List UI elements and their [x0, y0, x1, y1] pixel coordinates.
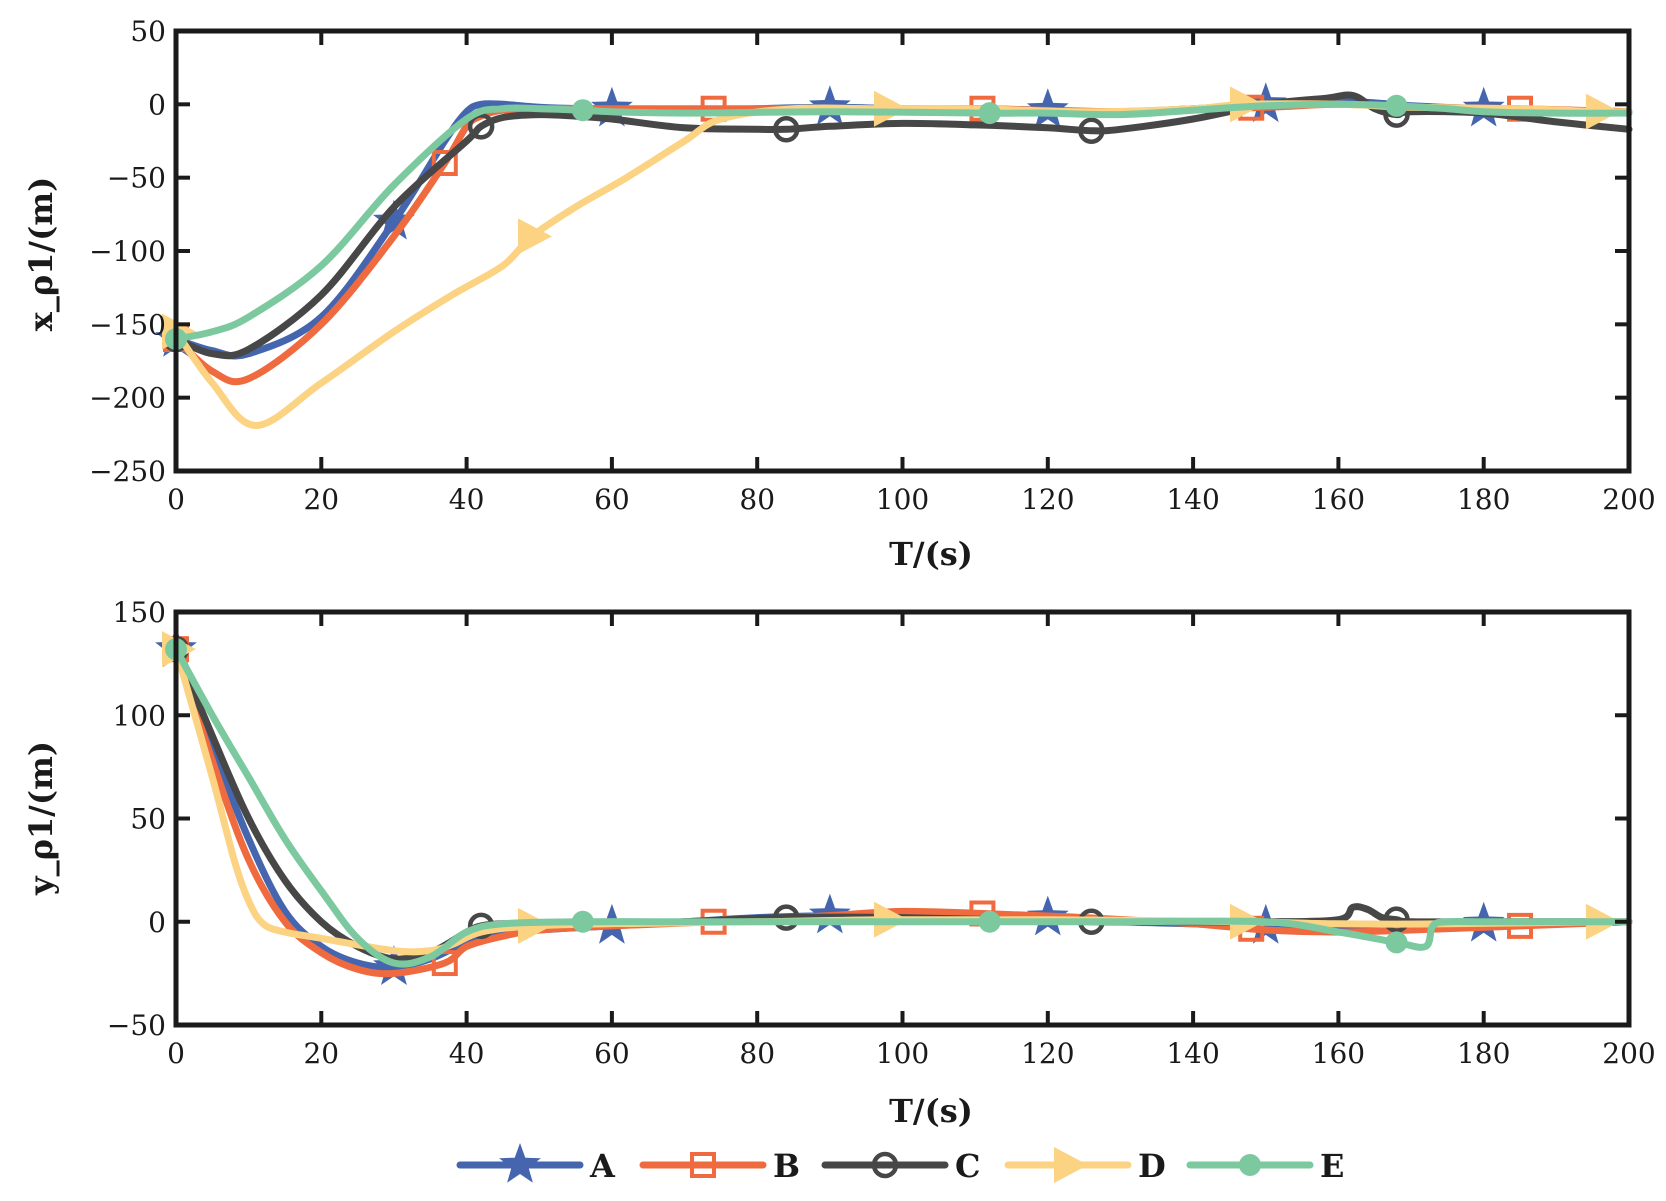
plot-y-ylabel: y_ρ1/(m) [22, 741, 60, 896]
plot-x-marker-e-2 [978, 102, 1001, 125]
legend-entry-b: B [639, 1147, 800, 1185]
plot-x-xtick-label-0: 0 [167, 483, 185, 516]
plot-x-ytick-label-3: −100 [89, 235, 166, 268]
plot-x-xtick-label-8: 160 [1312, 483, 1365, 516]
plot-x-ytick-label-1: 0 [148, 88, 166, 121]
plot-y-series-layer [155, 627, 1633, 985]
legend-label-e: E [1320, 1147, 1344, 1185]
legend-marker-d [1054, 1147, 1088, 1183]
plot-y-xtick-label-0: 0 [167, 1037, 185, 1070]
plot-x-ylabel: x_ρ1/(m) [22, 177, 60, 331]
plot-y-xlabel: T/(s) [889, 1092, 973, 1130]
plot-x-marker-d-1 [517, 218, 552, 255]
plot-y-xtick-label-10: 200 [1602, 1037, 1655, 1070]
plot-y-marker-e-1 [571, 910, 594, 933]
plot-y-xtick-label-5: 100 [876, 1037, 929, 1070]
legend-marker-e [1239, 1154, 1261, 1176]
plot-y-xtick-label-8: 160 [1312, 1037, 1365, 1070]
plot-y-ytick-label-4: −50 [107, 1009, 166, 1042]
plot-y-line-e [172, 645, 1633, 968]
plot-x-rho1: 0 20 40 60 80 100 120 140 160 180 200 50 0 −50 −100 −15… [22, 15, 1656, 573]
plot-x-ytick-label-5: −200 [89, 382, 166, 415]
plot-x-xtick-label-1: 20 [303, 483, 339, 516]
plot-x-series-c [162, 91, 1633, 360]
legend-entry-a: A [456, 1143, 616, 1185]
legend-marker-a [499, 1143, 541, 1183]
plot-x-frame [173, 28, 1632, 474]
plot-x-series-e [165, 94, 1633, 350]
plot-x-series-layer [155, 82, 1633, 429]
plot-x-marker-a-1 [373, 199, 415, 240]
legend-entry-c: C [821, 1147, 980, 1185]
plot-y-ytick-label-0: 150 [113, 596, 166, 629]
legend: A B C D E [456, 1143, 1344, 1185]
plot-y-xtick-label-1: 20 [303, 1037, 339, 1070]
plot-x-xtick-label-2: 40 [449, 483, 485, 516]
plot-y-xtick-label-9: 180 [1457, 1037, 1510, 1070]
plot-y-xtick-label-6: 120 [1021, 1037, 1074, 1070]
plot-x-xtick-label-4: 80 [739, 483, 775, 516]
plot-y-rho1: 0 20 40 60 80 100 120 140 160 180 200150100500−50 … [22, 596, 1656, 1130]
plot-y-xtick-label-2: 40 [449, 1037, 485, 1070]
legend-marker-b [690, 1152, 716, 1178]
legend-marker-c [871, 1151, 899, 1179]
plot-x-ytick-label-4: −150 [89, 308, 166, 341]
plot-y-line-d [172, 645, 1633, 956]
plot-x-line-d [172, 100, 1633, 429]
plot-x-marker-c-2 [773, 116, 800, 143]
legend-entry-e: E [1186, 1147, 1344, 1185]
plot-y-ytick-label-1: 100 [113, 699, 166, 732]
plot-y-series-d [162, 631, 1633, 956]
plot-y-marker-e-3 [1385, 931, 1408, 954]
legend-label-a: A [589, 1147, 616, 1185]
plot-x-marker-b-1 [431, 150, 458, 176]
plot-x-marker-e-3 [1385, 94, 1408, 117]
plot-x-ytick-label-2: −50 [107, 162, 166, 195]
plot-x-xtick-label-5: 100 [876, 483, 929, 516]
plot-x-xtick-label-6: 120 [1021, 483, 1074, 516]
plot-x-xtick-label-10: 200 [1602, 483, 1655, 516]
legend-label-c: C [955, 1147, 980, 1185]
plot-y-xtick-label-3: 60 [594, 1037, 630, 1070]
plot-y-marker-c-4 [1383, 906, 1410, 933]
plot-x-xtick-label-3: 60 [594, 483, 630, 516]
plot-x-xtick-label-9: 180 [1457, 483, 1510, 516]
legend-label-d: D [1138, 1147, 1166, 1185]
plot-x-marker-c-1 [467, 113, 495, 140]
legend-label-b: B [773, 1147, 800, 1185]
plot-x-xtick-label-7: 140 [1166, 483, 1219, 516]
plot-y-ytick-label-2: 50 [130, 803, 166, 836]
plot-x-line-b [172, 100, 1633, 386]
plot-y-xtick-label-4: 80 [739, 1037, 775, 1070]
plot-x-marker-e-1 [571, 99, 594, 122]
plot-x-ticks: 0 20 40 60 80 100 120 140 160 180 200 50 0 −50 −100 −15… [89, 15, 1656, 516]
legend-entry-d: D [1004, 1147, 1166, 1185]
plot-y-xtick-label-7: 140 [1166, 1037, 1219, 1070]
plot-x-line-c [172, 91, 1633, 360]
plot-y-marker-e-2 [978, 910, 1001, 933]
plot-x-xlabel: T/(s) [889, 535, 973, 573]
plot-x-ytick-label-0: 50 [130, 15, 166, 48]
plot-y-marker-b-1 [431, 950, 458, 977]
plot-x-marker-c-3 [1078, 117, 1105, 144]
plot-x-ytick-label-6: −250 [89, 455, 166, 488]
plot-y-ytick-label-3: 0 [148, 906, 166, 939]
